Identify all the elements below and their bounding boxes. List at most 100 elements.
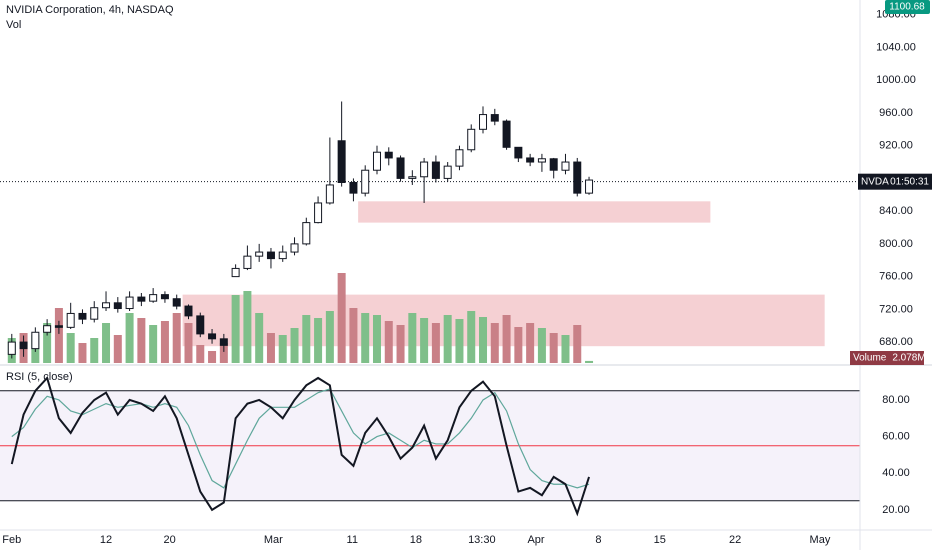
x-tick-label: Feb: [2, 534, 21, 546]
volume-bar: [255, 313, 264, 363]
candle-body: [396, 157, 405, 179]
volume-bar: [66, 333, 75, 363]
rsi-tick-label: 60.00: [882, 431, 910, 443]
candle-body: [255, 251, 264, 257]
volume-bar: [290, 328, 299, 363]
candle-body: [54, 325, 63, 328]
candle-body: [160, 294, 169, 300]
volume-bar: [302, 315, 311, 363]
candle-body: [537, 158, 546, 163]
volume-bar: [113, 335, 122, 363]
rsi-tick-label: 20.00: [882, 504, 910, 516]
candle-body: [585, 179, 594, 194]
x-tick-label: Apr: [527, 534, 544, 546]
volume-bar: [549, 333, 558, 363]
candle-body: [149, 294, 158, 302]
volume-bar: [443, 315, 452, 363]
symbol-badge: [858, 173, 932, 190]
candle-body: [113, 302, 122, 310]
candle-body: [349, 182, 358, 194]
candle-body: [231, 267, 240, 278]
volume-bar: [266, 333, 275, 363]
candle-body: [266, 251, 275, 260]
candle-body: [420, 161, 429, 178]
volume-bar: [125, 313, 134, 363]
candle-body: [467, 128, 476, 151]
x-tick-label: 22: [729, 534, 741, 546]
x-tick-label: 20: [164, 534, 176, 546]
volume-bar: [196, 345, 205, 363]
price-badge-label: 1100.68: [889, 2, 925, 13]
volume-bar: [372, 315, 381, 363]
plot: [0, 101, 860, 517]
volume-bar: [184, 323, 193, 363]
x-tick-label: 15: [654, 534, 666, 546]
volume-bar: [420, 318, 429, 363]
volume-bar: [172, 313, 181, 363]
rsi-line: [10, 376, 590, 517]
candle-body: [431, 161, 440, 179]
volume-bar: [90, 338, 99, 363]
candle-body: [314, 202, 323, 224]
candle-body: [208, 333, 217, 340]
candle-body: [19, 341, 28, 350]
volume-bar: [502, 315, 511, 363]
candle-body: [243, 255, 252, 269]
volume-bar: [337, 273, 346, 363]
candle-body: [31, 331, 40, 350]
candle-body: [302, 222, 311, 245]
volume-bar: [278, 335, 287, 363]
volume-bar: [231, 295, 240, 363]
volume-bar: [431, 323, 440, 363]
candle-body: [325, 184, 334, 204]
volume-bar: [479, 317, 488, 363]
rsi-tick-label: 40.00: [882, 467, 910, 479]
candle-body: [43, 325, 52, 333]
volume-bar: [349, 308, 358, 363]
candle-body: [549, 158, 558, 171]
volume-bar: [561, 335, 570, 363]
volume-bar: [490, 323, 499, 363]
volume-bar: [526, 323, 535, 363]
volume-bar: [43, 323, 52, 363]
volume-bar: [102, 323, 111, 363]
candle-body: [372, 151, 381, 171]
y-tick-label: 840.00: [879, 205, 913, 217]
volume-bar: [208, 351, 217, 363]
candle-body: [384, 151, 393, 159]
volume-bar: [396, 325, 405, 363]
candle-body: [102, 302, 111, 309]
x-tick-label: May: [810, 534, 831, 546]
volume-bar: [408, 313, 417, 363]
candle-body: [490, 114, 499, 122]
x-tick-label: 11: [347, 534, 358, 546]
x-tick-label: 18: [410, 534, 422, 546]
candle-body: [361, 169, 370, 194]
volume-bar: [325, 311, 334, 363]
candle-body: [573, 161, 582, 194]
y-tick-label: 680.00: [879, 336, 913, 348]
volume-bar: [361, 313, 370, 363]
candle-body: [184, 305, 193, 317]
y-tick-label: 760.00: [879, 271, 913, 283]
candle-body: [479, 114, 488, 130]
volume-bar: [514, 327, 523, 363]
volume-bar: [585, 360, 594, 363]
rsi-title: RSI (5, close): [6, 371, 73, 383]
volume-value-badge: [894, 351, 924, 365]
volume-bar: [78, 343, 87, 363]
volume-badge: [850, 351, 894, 365]
candle-body: [408, 176, 417, 179]
volume-value-label: 2.078M: [892, 353, 925, 364]
volume-bar: [149, 325, 158, 363]
volume-bar: [54, 308, 63, 363]
candle-body: [78, 312, 87, 320]
candle-body: [290, 243, 299, 253]
y-tick-label: 920.00: [879, 140, 913, 152]
volume-name: Volume: [853, 353, 887, 364]
x-tick-label: Mar: [264, 534, 283, 546]
candle-body: [526, 157, 535, 163]
candle-body: [561, 161, 570, 171]
x-tick-label: 8: [595, 534, 601, 546]
